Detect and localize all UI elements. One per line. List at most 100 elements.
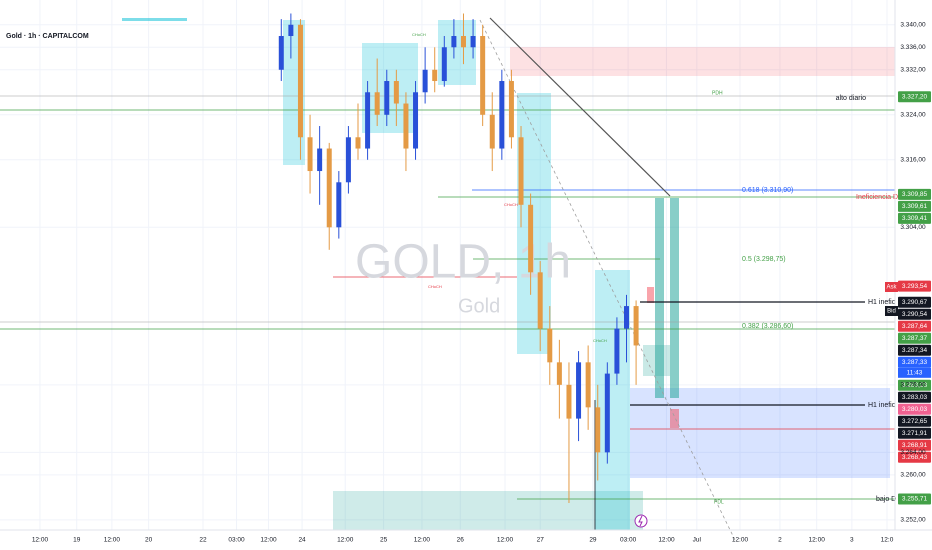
y-tick-label: 3.324,00 [900, 111, 926, 118]
candle-body [595, 407, 601, 453]
box [670, 409, 679, 428]
price-tag-label: 3.293,54 [902, 283, 928, 290]
candle-body [633, 306, 639, 346]
price-tag [898, 451, 931, 463]
price-tag-label: 3.309,85 [902, 191, 928, 198]
annotation: H1 inefic [868, 402, 896, 409]
x-tick-label: 12:00 [497, 537, 514, 544]
bid-badge [885, 306, 898, 316]
x-tick-label: 29 [589, 537, 597, 544]
price-tag-label: 3.309,61 [902, 203, 928, 210]
price-tag [898, 403, 931, 415]
ask-badge [885, 282, 898, 292]
box [647, 287, 654, 303]
y-tick-label: 3.332,00 [900, 66, 926, 73]
y-tick-label: 3.304,00 [900, 224, 926, 231]
price-tag [898, 379, 931, 391]
x-tick-label: 03:00 [620, 537, 637, 544]
price-tag-label: 3.327,20 [902, 93, 928, 100]
candle-body [470, 36, 476, 48]
box [362, 43, 418, 133]
bid-label: Bid [887, 309, 896, 315]
x-tick-label: 26 [457, 537, 465, 544]
y-tick-label: 3.340,00 [900, 21, 926, 28]
candles [278, 13, 639, 503]
candle-body [547, 328, 553, 363]
candle-body [556, 362, 562, 385]
candle-body [528, 204, 534, 273]
candle-body [585, 362, 591, 408]
zone [510, 47, 895, 76]
candle-body [624, 306, 629, 329]
candle-body [317, 148, 323, 172]
x-tick-label: 12:00 [809, 537, 826, 544]
x-tick-label: 3 [850, 537, 854, 544]
candle-body [278, 36, 284, 70]
y-tick-label: 3.252,00 [900, 517, 926, 524]
candle-body [403, 103, 409, 149]
candle-body [576, 362, 582, 419]
price-tag [898, 280, 931, 292]
candle-body [432, 69, 438, 82]
price-tag-label: 3.287,33 [902, 359, 928, 366]
candle-body [297, 24, 303, 138]
x-tick-label: 22 [199, 537, 207, 544]
price-tag [898, 493, 931, 505]
watermark-sub: Gold [458, 295, 500, 317]
candle-body [336, 182, 342, 228]
x-tick-label: 2 [778, 537, 782, 544]
zone [333, 491, 643, 530]
price-tag [898, 356, 931, 368]
candle-body [422, 69, 428, 93]
price-tag-label: 3.272,65 [902, 418, 928, 425]
candle-body [374, 92, 380, 115]
countdown: 11:43 [907, 370, 923, 377]
candle-body [489, 114, 495, 149]
price-tag-label: 3.309,41 [902, 215, 928, 222]
price-tag [898, 439, 931, 451]
price-tag-label: 3.271,91 [902, 430, 928, 437]
y-tick-label: 3.260,00 [900, 472, 926, 479]
countdown-box [898, 367, 931, 378]
price-tag [898, 296, 931, 308]
candle-body [288, 24, 294, 37]
candle-body [604, 373, 610, 453]
zone [630, 388, 890, 478]
price-tag [898, 200, 931, 212]
y-tick-label: 3.316,00 [900, 157, 926, 164]
candle-body [480, 36, 486, 115]
price-tag [898, 320, 931, 332]
price-tag-label: 3.268,43 [902, 454, 928, 461]
annotation: CHoCH [504, 202, 518, 207]
trend-line [489, 17, 671, 197]
price-tag-label: 3.255,71 [902, 496, 928, 503]
candle-body [355, 137, 361, 149]
x-tick-label: 12:0 [881, 537, 894, 544]
box [655, 198, 664, 398]
box [670, 198, 679, 398]
annotation: PDL [714, 499, 724, 505]
x-tick-label: 20 [145, 537, 153, 544]
price-tag [898, 391, 931, 403]
candle-body [451, 36, 457, 48]
price-tag-label: 3.280,03 [902, 406, 928, 413]
candle-body [508, 81, 514, 138]
event-icon [638, 515, 643, 527]
y-tick-label: 3.264,00 [900, 449, 926, 456]
candle-body [413, 92, 419, 149]
price-tag [898, 308, 931, 320]
candle-body [384, 81, 390, 115]
x-tick-label: 25 [380, 537, 388, 544]
price-tag-label: 3.290,54 [902, 311, 928, 318]
candle-body [460, 36, 466, 48]
grid [0, 0, 895, 530]
fib-label: 0.618 (3.310,90) [742, 187, 793, 194]
annotation: CHoCH [412, 32, 426, 37]
price-tag-label: 3.287,64 [902, 323, 928, 330]
event-icon[interactable] [634, 514, 648, 528]
candle-body [614, 328, 620, 374]
chart-title: Gold · 1h · CAPITALCOM [6, 33, 89, 40]
price-tag [898, 212, 931, 224]
candle-body [499, 81, 505, 149]
price-tag-label: 3.283,23 [902, 382, 928, 389]
